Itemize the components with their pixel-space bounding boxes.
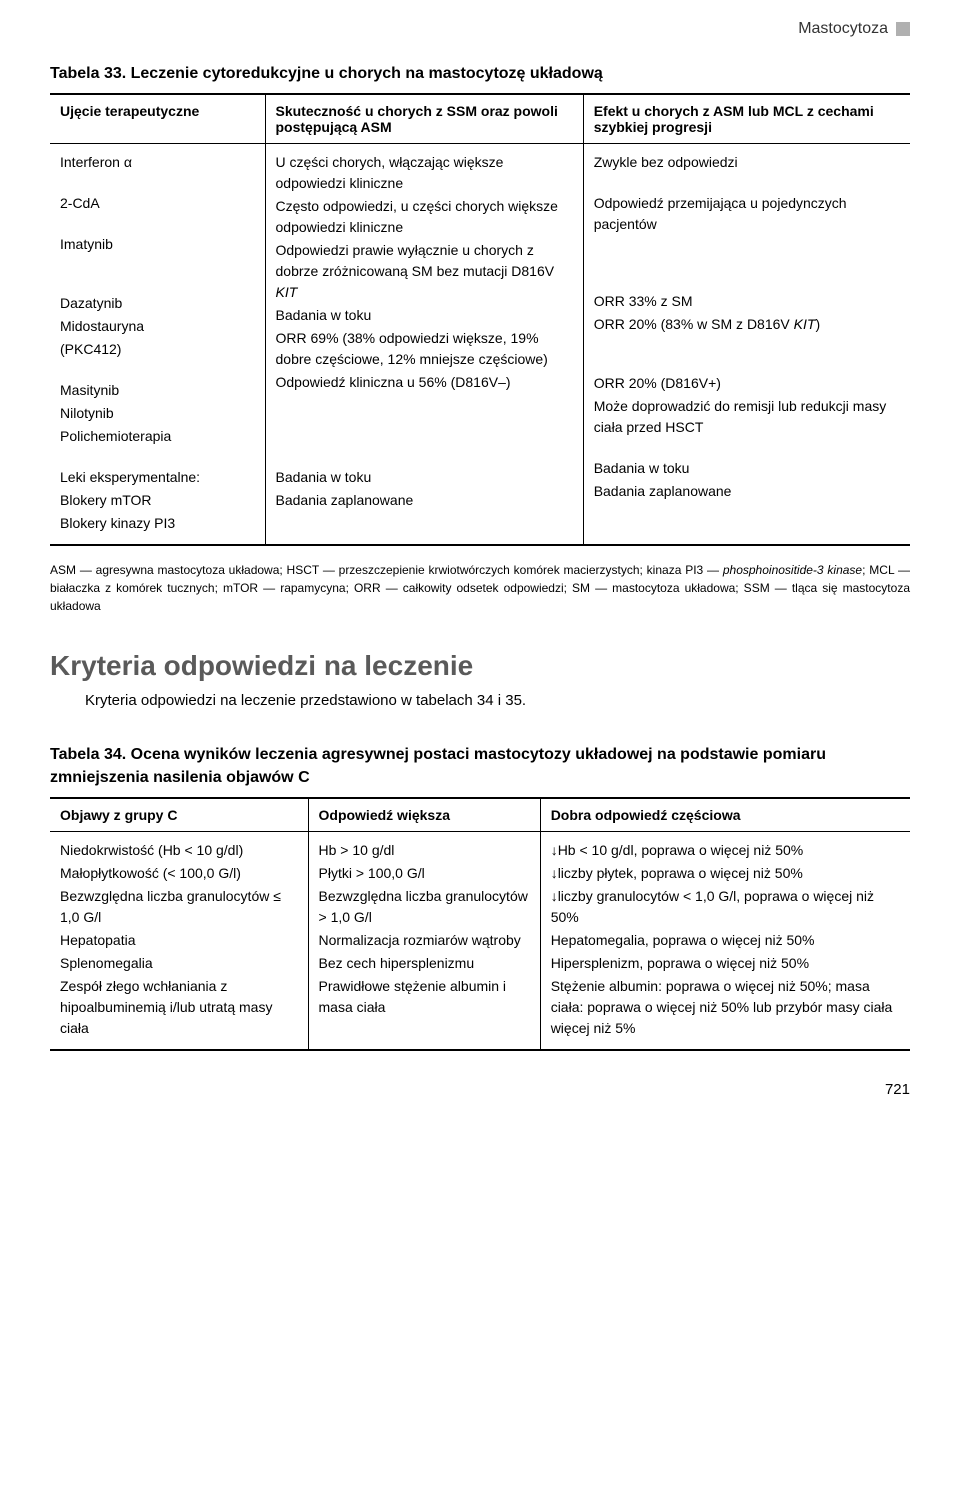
cell-text: ↓liczby płytek, poprawa o więcej niż 50%	[551, 863, 900, 884]
cell-text: Bezwzględna liczba granulocytów > 1,0 G/…	[319, 886, 530, 928]
cell-text: Niedokrwistość (Hb < 10 g/dl)	[60, 840, 298, 861]
cell-text: Odpowiedź przemijająca u pojedynczych pa…	[594, 193, 900, 235]
cell-text: ↓liczby granulocytów < 1,0 G/l, poprawa …	[551, 886, 900, 928]
cell-text: Często odpowiedzi, u części chorych więk…	[276, 196, 573, 238]
cell-text: Bez cech hiperspleniz­mu	[319, 953, 530, 974]
table34-col3-cell: ↓Hb < 10 g/dl, poprawa o więcej niż 50% …	[540, 832, 910, 1051]
cell-text: Odpowiedź kliniczna u 56% (D816V–)	[276, 372, 573, 393]
cell-text: Badania zaplanowane	[594, 481, 900, 502]
table-row: Interferon α 2-CdA Imatynib Dazatynib Mi…	[50, 144, 910, 546]
cell-text: Zespół złego wchłaniania z hipoalbuminem…	[60, 976, 298, 1039]
page-header: Mastocytoza	[50, 20, 910, 38]
cell-text: Badania zaplanowane	[276, 490, 573, 511]
cell-text: ORR 20% (83% w SM z D816V KIT)	[594, 314, 900, 335]
cell-text: Normalizacja rozmiarów wątroby	[319, 930, 530, 951]
header-text: Mastocytoza	[798, 20, 888, 38]
table34-header-row: Objawy z grupy C Odpowiedź większa Dobra…	[50, 798, 910, 832]
cell-text: Badania w toku	[276, 467, 573, 488]
cell-text: Może doprowadzić do remisji lub redukcji…	[594, 396, 900, 438]
cell-text: Badania w toku	[594, 458, 900, 479]
cell-text: Blokery mTOR	[60, 490, 255, 511]
table33-header-col2: Skuteczność u chorych z SSM oraz powoli …	[265, 94, 583, 144]
table34-header-col1: Objawy z grupy C	[50, 798, 308, 832]
cell-text: Imatynib	[60, 234, 255, 255]
cell-text: Hipersplenizm, poprawa o więcej niż 50%	[551, 953, 900, 974]
cell-text: Midostauryna	[60, 316, 255, 337]
cell-text: Masitynib	[60, 380, 255, 401]
table33-col3-cell: Zwykle bez odpowiedzi Odpowiedź przemija…	[583, 144, 910, 546]
cell-text: Małopłytkowość (< 100,0 G/l)	[60, 863, 298, 884]
table33-header-col3: Efekt u chorych z ASM lub MCL z cechami …	[583, 94, 910, 144]
table33-header-col1: Ujęcie terapeutyczne	[50, 94, 265, 144]
table33: Ujęcie terapeutyczne Skuteczność u chory…	[50, 93, 910, 546]
table34-col2-cell: Hb > 10 g/dl Płytki > 100,0 G/l Bezwzglę…	[308, 832, 540, 1051]
table33-title: Tabela 33. Leczenie cytoredukcyjne u cho…	[50, 63, 910, 85]
cell-text: Interferon α	[60, 152, 255, 173]
cell-text: Hepatopatia	[60, 930, 298, 951]
cell-text: Bezwzględna liczba granulocytów ≤ 1,0 G/…	[60, 886, 298, 928]
table34-header-col3: Dobra odpowiedź częściowa	[540, 798, 910, 832]
cell-text: Blokery kinazy PI3	[60, 513, 255, 534]
table33-col2-cell: U części chorych, włączając większe odpo…	[265, 144, 583, 546]
table33-col1-cell: Interferon α 2-CdA Imatynib Dazatynib Mi…	[50, 144, 265, 546]
table34-col1-cell: Niedokrwistość (Hb < 10 g/dl) Małopłytko…	[50, 832, 308, 1051]
section-text: Kryteria odpowiedzi na leczenie przedsta…	[50, 692, 910, 709]
table34-title: Tabela 34. Ocena wyników leczenia agresy…	[50, 744, 910, 789]
cell-text: Hb > 10 g/dl	[319, 840, 530, 861]
cell-text: 2-CdA	[60, 193, 255, 214]
cell-text: Badania w toku	[276, 305, 573, 326]
table33-header-row: Ujęcie terapeutyczne Skuteczność u chory…	[50, 94, 910, 144]
cell-text: Odpowiedzi prawie wyłącznie u chorych z …	[276, 240, 573, 303]
cell-text: Prawidłowe stężenie albumin i masa ciała	[319, 976, 530, 1018]
cell-text: ORR 20% (D816V+)	[594, 373, 900, 394]
table34-header-col2: Odpowiedź większa	[308, 798, 540, 832]
cell-text: ORR 69% (38% odpowiedzi większe, 19% dob…	[276, 328, 573, 370]
cell-text: Stężenie albumin: poprawa o więcej niż 5…	[551, 976, 900, 1039]
cell-text: Splenomegalia	[60, 953, 298, 974]
cell-text: ↓Hb < 10 g/dl, poprawa o więcej niż 50%	[551, 840, 900, 861]
table33-footnote: ASM — agresywna mastocytoza układowa; HS…	[50, 561, 910, 615]
cell-text: Nilotynib	[60, 403, 255, 424]
cell-text: Płytki > 100,0 G/l	[319, 863, 530, 884]
table-row: Niedokrwistość (Hb < 10 g/dl) Małopłytko…	[50, 832, 910, 1051]
cell-text: Zwykle bez odpowiedzi	[594, 152, 900, 173]
table34: Objawy z grupy C Odpowiedź większa Dobra…	[50, 797, 910, 1051]
cell-text: Leki eksperymentalne:	[60, 467, 255, 488]
cell-text: Dazatynib	[60, 293, 255, 314]
cell-text: ORR 33% z SM	[594, 291, 900, 312]
cell-text: U części chorych, włączając większe odpo…	[276, 152, 573, 194]
cell-text: Hepatomegalia, poprawa o więcej niż 50%	[551, 930, 900, 951]
cell-text: (PKC412)	[60, 339, 255, 360]
header-square-icon	[896, 22, 910, 36]
section-title: Kryteria odpowiedzi na leczenie	[50, 650, 910, 682]
page-number: 721	[50, 1081, 910, 1098]
cell-text: Polichemioterapia	[60, 426, 255, 447]
